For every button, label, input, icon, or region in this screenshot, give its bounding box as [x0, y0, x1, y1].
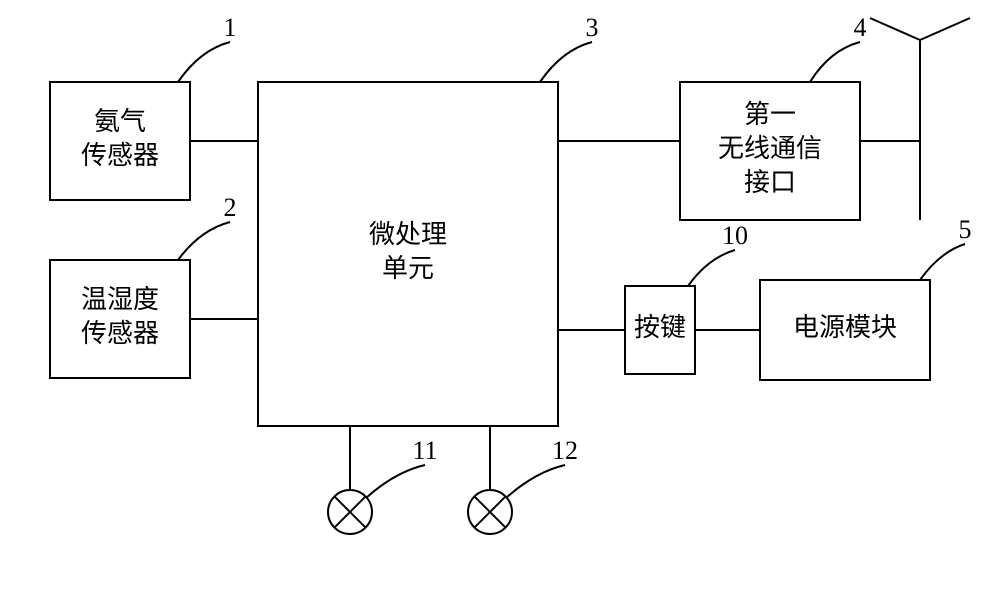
- wireless-number: 4: [854, 13, 867, 42]
- temp_humidity_sensor-number: 2: [224, 193, 237, 222]
- temp_humidity_sensor-label-1: 传感器: [81, 319, 159, 348]
- temp_humidity_sensor-label-0: 温湿度: [81, 285, 159, 314]
- ammonia_sensor-label-1: 传感器: [81, 141, 159, 170]
- power-label-0: 电源模块: [793, 313, 897, 342]
- mpu-label-1: 单元: [382, 254, 434, 283]
- ammonia_sensor-number: 1: [224, 13, 237, 42]
- power-number: 5: [959, 215, 972, 244]
- antenna-arm-right: [920, 18, 970, 40]
- wireless-label-1: 无线通信: [718, 134, 822, 163]
- lamp11-number: 11: [412, 436, 437, 465]
- wireless-label-2: 接口: [744, 168, 796, 197]
- button-number: 10: [722, 221, 748, 250]
- button-label-0: 按键: [634, 313, 686, 342]
- lamp12-number: 12: [552, 436, 578, 465]
- wireless-label-0: 第一: [744, 100, 796, 129]
- antenna-arm-left: [870, 18, 920, 40]
- ammonia_sensor-label-0: 氨气: [94, 107, 146, 136]
- mpu-number: 3: [586, 13, 599, 42]
- mpu-label-0: 微处理: [369, 220, 447, 249]
